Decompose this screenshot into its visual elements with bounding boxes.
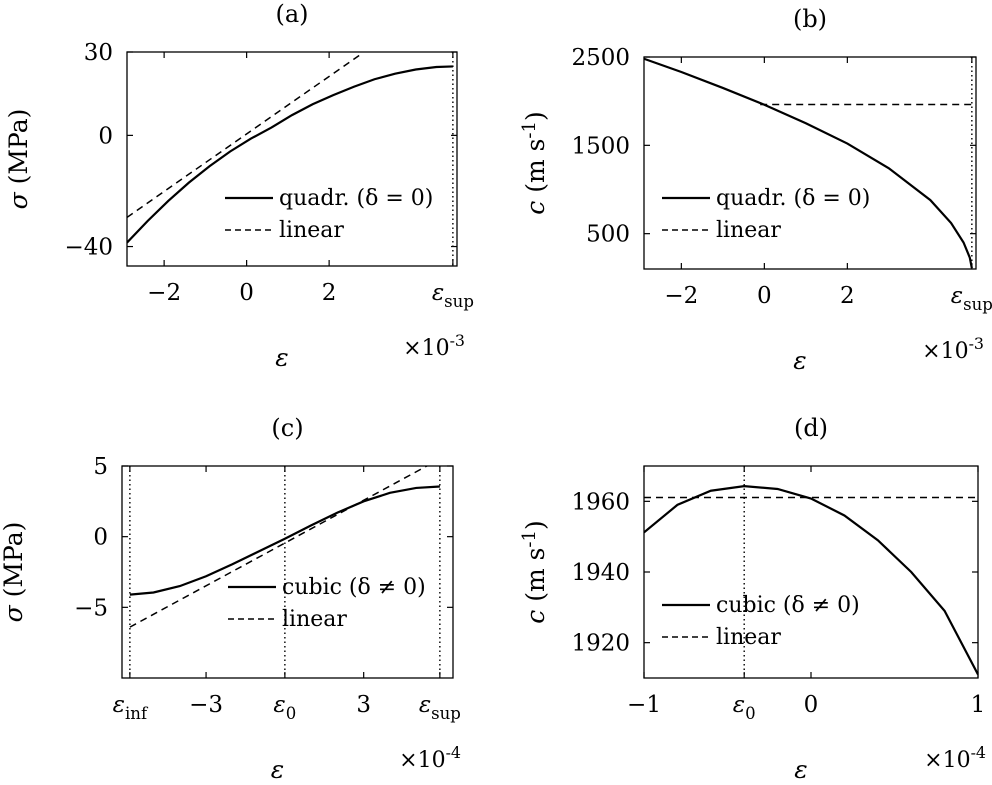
y-tick-label: −40 (64, 235, 113, 261)
legend-label: cubic (δ ≠ 0) (282, 575, 426, 600)
y-tick-label: 30 (84, 40, 113, 66)
y-tick-label: 1920 (571, 631, 630, 657)
plot-area (129, 466, 440, 628)
x-tick-label: −1 (627, 692, 661, 718)
panel-a: (a) −2 0 2 εsup 30 0 −40 ε ×10-3 σ (MPa) quadr. (δ … (4, 0, 474, 372)
panel-title: (b) (793, 5, 827, 33)
y-tick-label: 1500 (571, 133, 630, 159)
legend-label: quadr. (δ = 0) (716, 186, 870, 211)
series-line-linear (129, 466, 429, 628)
x-tick-label: 2 (322, 280, 337, 306)
axes-frame (643, 56, 977, 270)
y-tick-label: 500 (586, 222, 630, 248)
x-axis-label: ε (271, 755, 284, 784)
x-tick-label: εinf (113, 692, 149, 723)
panel-title: (a) (275, 0, 308, 28)
x-tick-label: 1 (971, 692, 986, 718)
y-tick-label: 5 (93, 454, 108, 480)
legend-label: quadr. (δ = 0) (279, 186, 433, 211)
x-tick-label: −3 (189, 692, 223, 718)
x-tick-label: 2 (840, 283, 855, 309)
series-line-model (127, 65, 453, 244)
x-tick-label: 0 (239, 280, 254, 306)
legend-label: linear (716, 625, 781, 650)
panel-c: (c) εinf −3 ε0 3 εsup 5 0 −5 ε ×10-4 σ (MPa) cubic (… (0, 414, 461, 784)
plot-area (644, 57, 973, 269)
y-tick-label: 2500 (571, 45, 630, 71)
y-tick-label: −5 (74, 595, 108, 621)
x-tick-label: εsup (419, 692, 461, 723)
x-axis-label: ε (275, 343, 288, 372)
series-line-model (644, 485, 978, 675)
x-axis-label: ε (794, 755, 807, 784)
y-tick-label: 1940 (571, 560, 630, 586)
panel-d: (d) −1 ε0 0 1 1960 1940 1920 ε ×10-4 c (m s-1) cubi… (519, 414, 986, 784)
plot-area (127, 52, 453, 244)
x-tick-label: −2 (664, 283, 698, 309)
x-multiplier: ×10-3 (403, 331, 465, 361)
y-axis-label: c (m s-1) (519, 520, 550, 624)
y-axis-label: σ (MPa) (0, 522, 28, 623)
x-axis-label: ε (793, 346, 806, 375)
legend-label: linear (282, 607, 347, 632)
y-axis-label: σ (MPa) (4, 109, 33, 210)
y-tick-label: 0 (93, 525, 108, 551)
x-multiplier: ×10-4 (399, 743, 461, 773)
x-multiplier: ×10-4 (924, 743, 986, 773)
x-tick-label: ε0 (273, 692, 296, 723)
x-tick-label: εsup (432, 280, 474, 311)
x-tick-label: 3 (356, 692, 371, 718)
plot-area (644, 485, 978, 675)
panel-title: (c) (271, 414, 303, 442)
y-tick-label: 0 (98, 123, 113, 149)
legend-label: linear (279, 218, 344, 243)
legend-label: cubic (δ ≠ 0) (716, 593, 860, 618)
panel-title: (d) (794, 414, 828, 442)
y-axis-label: c (m s-1) (519, 111, 550, 215)
axes-frame (121, 465, 454, 679)
x-multiplier: ×10-3 (922, 334, 984, 364)
series-line-model (129, 485, 440, 596)
legend-label: linear (716, 218, 781, 243)
series-line-model (644, 57, 973, 269)
y-tick-label: 1960 (571, 489, 630, 515)
axes-frame (126, 51, 458, 267)
x-tick-label: −2 (147, 280, 181, 306)
panel-b: (b) −2 0 2 εsup 2500 1500 500 ε ×10-3 c (m s-1) qua… (519, 5, 992, 375)
x-tick-label: 0 (757, 283, 772, 309)
x-tick-label: 0 (804, 692, 819, 718)
x-tick-label: εsup (951, 283, 992, 314)
x-tick-label: ε0 (733, 692, 756, 723)
